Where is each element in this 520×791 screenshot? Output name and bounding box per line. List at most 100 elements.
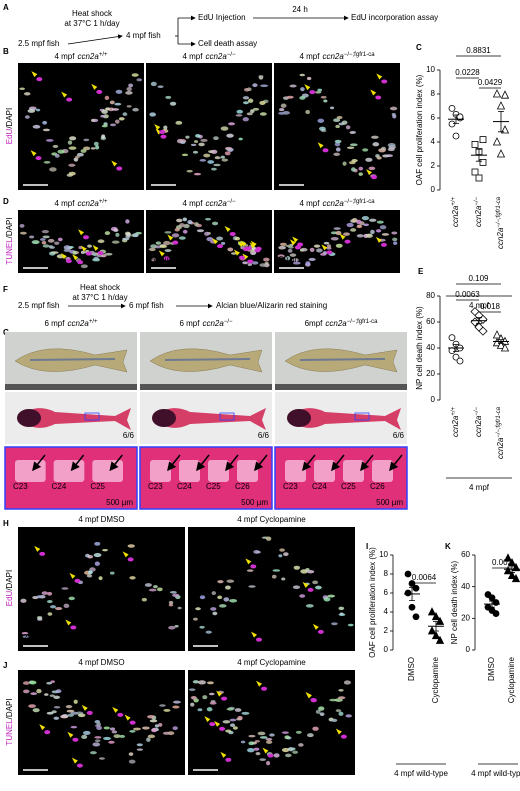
nucleus [47, 591, 53, 596]
nucleus [193, 617, 198, 621]
nucleus [94, 541, 101, 546]
nucleus [342, 161, 347, 166]
skeleton-head [17, 409, 41, 427]
nucleus [20, 598, 27, 603]
workflow-treatment: at 37°C 1 h/day [64, 19, 119, 28]
y-tick-label: 4 [384, 607, 389, 616]
nucleus [114, 102, 122, 106]
positive-cell [261, 686, 268, 691]
arrowhead [78, 229, 85, 236]
nucleus [280, 242, 287, 246]
arrowhead [289, 239, 296, 246]
nucleus [226, 707, 234, 711]
arrowhead [80, 245, 87, 252]
vertebra-label: C24 [312, 482, 327, 491]
y-tick-label: 10 [426, 65, 435, 74]
nucleus [346, 222, 354, 228]
scale-label: 500 µm [106, 498, 133, 507]
p-value: 0.0429 [478, 78, 503, 87]
nucleus [46, 681, 53, 685]
scale-label: 20 µm [279, 172, 302, 181]
nucleus [163, 708, 171, 712]
arrowhead [71, 757, 78, 764]
arrowhead [302, 581, 309, 588]
nucleus [259, 758, 266, 762]
panel-letter: J [3, 661, 7, 670]
nucleus [351, 159, 358, 163]
nucleus [190, 696, 197, 700]
genotype-part: −/− [227, 52, 236, 58]
y-tick-label: 0 [431, 185, 436, 194]
nucleus [389, 106, 398, 111]
nucleus [198, 142, 205, 147]
workflow-treatment: Heat shock [72, 9, 113, 18]
nucleus [172, 593, 180, 598]
nucleus [308, 257, 316, 262]
cell-nuclei [193, 536, 354, 634]
workflow-step: Cell death assay [198, 39, 257, 48]
nucleus [163, 125, 168, 130]
p-value: 0.0228 [455, 68, 480, 77]
nucleus [132, 107, 139, 112]
y-axis-label: NP cell death index (%) [415, 306, 424, 390]
nucleus [141, 597, 147, 602]
stain-counter: /DAPI [5, 108, 14, 129]
nucleus [285, 753, 292, 758]
nucleus [222, 720, 231, 724]
positive-cell [35, 156, 42, 161]
panel-letter: F [3, 285, 8, 294]
cell-nuclei [149, 75, 269, 176]
x-tick-label: DMSO [487, 657, 496, 681]
nucleus [369, 218, 377, 222]
nucleus [98, 576, 103, 581]
data-point [507, 570, 517, 579]
nucleus [97, 239, 105, 244]
stain-marker: TUNEL [5, 719, 14, 746]
nucleus [206, 237, 214, 242]
genotype-part: −/− [474, 197, 480, 206]
ratio-label: 6/6 [123, 431, 135, 440]
nucleus [76, 152, 84, 157]
nucleus [54, 241, 60, 245]
nucleus [299, 594, 306, 598]
nucleus [335, 124, 340, 129]
data-point [448, 334, 456, 342]
arrowhead [375, 236, 382, 243]
nucleus [164, 249, 172, 252]
nucleus [73, 699, 78, 704]
nucleus [67, 140, 73, 145]
arrow [389, 454, 403, 472]
data-point [452, 132, 460, 140]
nucleus [35, 108, 41, 112]
panel-title: 4 mpf ccn2a−/−;fgfr1-ca [299, 52, 375, 62]
y-tick-label: 2 [431, 161, 436, 170]
nucleus [86, 574, 93, 578]
nucleus [42, 244, 50, 248]
nucleus [243, 101, 249, 105]
nucleus [126, 105, 132, 108]
nucleus [187, 219, 193, 225]
positive-cell [344, 239, 351, 244]
data-point [492, 137, 502, 146]
nucleus [251, 261, 259, 265]
nucleus [177, 606, 182, 610]
nucleus [68, 171, 76, 176]
nucleus [225, 729, 232, 733]
positive-cell [254, 248, 261, 253]
nucleus [153, 585, 158, 589]
y-tick-label: 80 [426, 291, 435, 300]
nucleus [255, 751, 261, 756]
vertebra [343, 460, 364, 482]
nucleus [136, 743, 143, 747]
nucleus [67, 713, 74, 717]
nucleus [125, 219, 130, 224]
nucleus [313, 244, 321, 248]
nucleus [285, 244, 293, 248]
nucleus [266, 760, 271, 766]
nucleus [46, 711, 54, 715]
nucleus [206, 707, 213, 712]
nucleus [163, 240, 171, 246]
nucleus [169, 101, 177, 106]
positive-cell [129, 720, 136, 725]
nucleus [391, 231, 398, 235]
